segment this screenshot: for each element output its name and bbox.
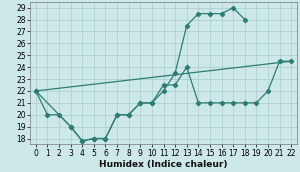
X-axis label: Humidex (Indice chaleur): Humidex (Indice chaleur) (99, 160, 228, 169)
